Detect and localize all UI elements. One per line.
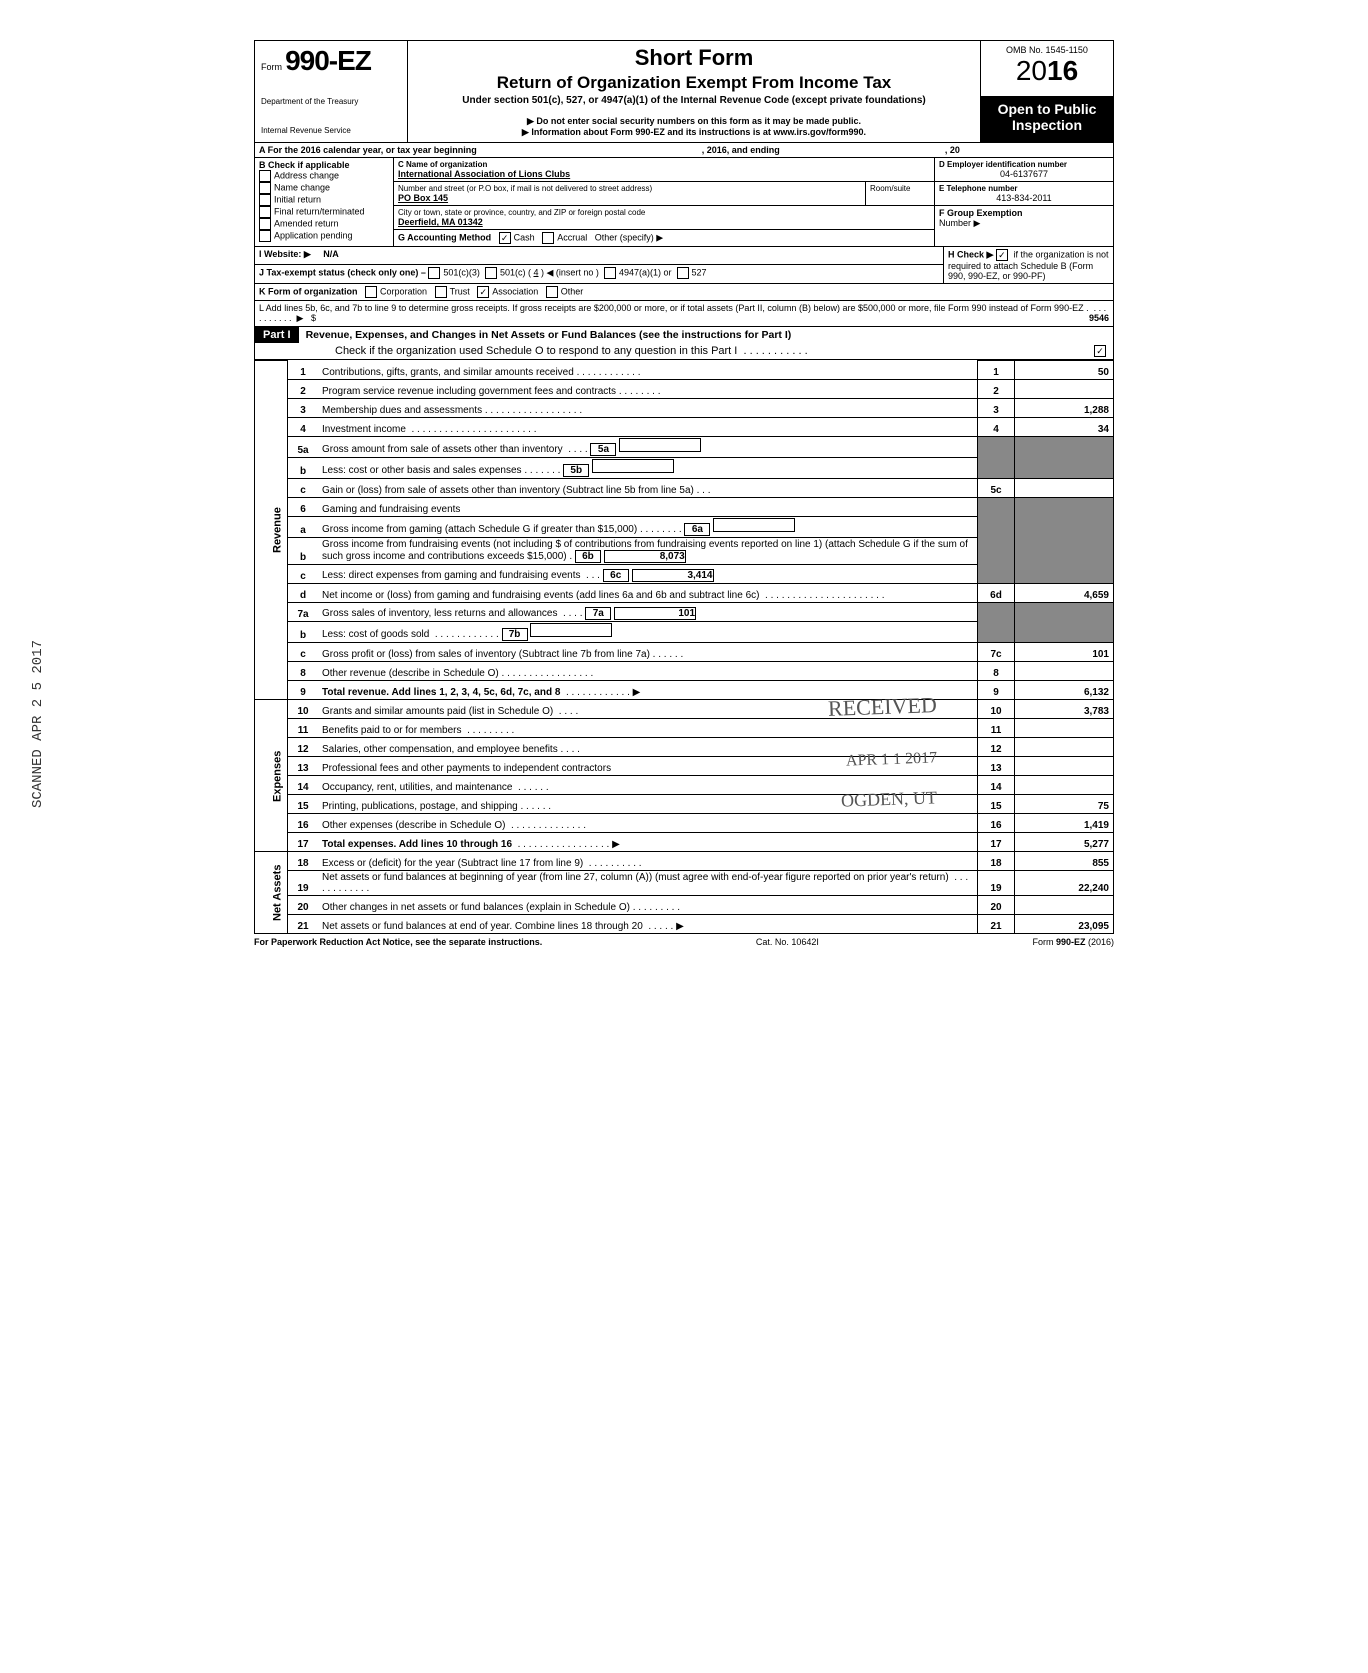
checkbox-501c3[interactable] — [428, 267, 440, 279]
checkbox-schedule-o[interactable]: ✓ — [1094, 345, 1106, 357]
return-title: Return of Organization Exempt From Incom… — [414, 73, 974, 93]
line-19-val: 22,240 — [1015, 871, 1114, 896]
line-20-val — [1015, 896, 1114, 915]
checkbox-schedule-b[interactable]: ✓ — [996, 249, 1008, 261]
website: N/A — [323, 249, 339, 259]
checkbox-address-change[interactable] — [259, 170, 271, 182]
line-7a-val: 101 — [614, 607, 696, 620]
section-j: J Tax-exempt status (check only one) – 5… — [255, 264, 944, 283]
line-6b-val: 8,073 — [604, 550, 686, 563]
open-public-2: Inspection — [987, 117, 1107, 134]
section-c-addr: Number and street (or P.O box, if mail i… — [394, 182, 866, 206]
line-18-val: 855 — [1015, 852, 1114, 871]
line-l-value: 9546 — [1089, 313, 1109, 323]
checkbox-final-return[interactable] — [259, 206, 271, 218]
checkbox-assoc[interactable]: ✓ — [477, 286, 489, 298]
checkbox-trust[interactable] — [435, 286, 447, 298]
checkbox-527[interactable] — [677, 267, 689, 279]
instr-2: ▶ Information about Form 990-EZ and its … — [414, 127, 974, 138]
section-c-name: C Name of organization International Ass… — [394, 158, 935, 182]
section-h: H Check ▶ ✓ if the organization is not r… — [944, 247, 1114, 284]
line-13-val — [1015, 757, 1114, 776]
room-suite: Room/suite — [866, 182, 935, 206]
dept-treasury: Department of the Treasury — [261, 97, 401, 106]
stamp-scanned: SCANNED APR 2 5 2017 — [30, 640, 46, 808]
footer-right: Form 990-EZ (2016) — [1032, 937, 1114, 947]
address: PO Box 145 — [398, 193, 861, 203]
section-k: K Form of organization Corporation Trust… — [255, 284, 1114, 301]
info-grid: B Check if applicable Address change Nam… — [254, 158, 1114, 247]
line-3-val: 1,288 — [1015, 399, 1114, 418]
title-cell: Short Form Return of Organization Exempt… — [408, 41, 981, 143]
checkbox-501c[interactable] — [485, 267, 497, 279]
netassets-label: Net Assets — [255, 852, 288, 934]
line-8-val — [1015, 662, 1114, 681]
section-i: I Website: ▶ N/A — [255, 247, 944, 264]
checkbox-initial-return[interactable] — [259, 194, 271, 206]
form-header: Form 990-EZ Department of the Treasury I… — [254, 40, 1114, 143]
revenue-label: Revenue — [255, 361, 288, 700]
ein: 04-6137677 — [939, 169, 1109, 179]
checkbox-amended[interactable] — [259, 218, 271, 230]
checkbox-cash[interactable]: ✓ — [499, 232, 511, 244]
line-5c-val — [1015, 479, 1114, 498]
line-15-val: 75 — [1015, 795, 1114, 814]
part1-row: Part I Revenue, Expenses, and Changes in… — [254, 327, 1114, 360]
org-name: International Association of Lions Clubs — [398, 169, 930, 179]
omb-cell: OMB No. 1545-1150 2016 — [981, 41, 1114, 97]
line-10-val: 3,783 — [1015, 700, 1114, 719]
line-6d-val: 4,659 — [1015, 584, 1114, 603]
section-f: F Group Exemption Number ▶ — [935, 206, 1114, 247]
line-9-val: 6,132 — [1015, 681, 1114, 700]
section-d: D Employer identification number 04-6137… — [935, 158, 1114, 182]
ijkh-grid: I Website: ▶ N/A H Check ▶ ✓ if the orga… — [254, 247, 1114, 327]
part1-label: Part I — [255, 327, 299, 343]
form-number: 990-EZ — [285, 45, 371, 76]
footer: For Paperwork Reduction Act Notice, see … — [254, 934, 1114, 950]
line-17-val: 5,277 — [1015, 833, 1114, 852]
checkbox-name-change[interactable] — [259, 182, 271, 194]
section-l: L Add lines 5b, 6c, and 7b to line 9 to … — [255, 301, 1114, 327]
section-a: A For the 2016 calendar year, or tax yea… — [254, 143, 1114, 158]
line-14-val — [1015, 776, 1114, 795]
line-2-val — [1015, 380, 1114, 399]
form-number-cell: Form 990-EZ Department of the Treasury I… — [255, 41, 408, 143]
section-g: G Accounting Method ✓Cash Accrual Other … — [394, 230, 935, 247]
part1-title: Revenue, Expenses, and Changes in Net As… — [302, 327, 796, 343]
section-c-city: City or town, state or province, country… — [394, 206, 935, 230]
footer-center: Cat. No. 10642I — [756, 937, 819, 947]
form-990ez-container: Form 990-EZ Department of the Treasury I… — [254, 40, 1114, 950]
checkbox-4947[interactable] — [604, 267, 616, 279]
dept-irs: Internal Revenue Service — [261, 126, 401, 135]
line-4-val: 34 — [1015, 418, 1114, 437]
open-public-cell: Open to Public Inspection — [981, 96, 1114, 142]
tax-year: 2016 — [987, 55, 1107, 87]
checkbox-accrual[interactable] — [542, 232, 554, 244]
line-6c-val: 3,414 — [632, 569, 714, 582]
line-12-val — [1015, 738, 1114, 757]
line-16-val: 1,419 — [1015, 814, 1114, 833]
lines-table: Revenue 1 Contributions, gifts, grants, … — [254, 360, 1114, 934]
expenses-label: Expenses — [255, 700, 288, 852]
subtitle: Under section 501(c), 527, or 4947(a)(1)… — [414, 95, 974, 106]
section-e: E Telephone number 413-834-2011 — [935, 182, 1114, 206]
checkbox-pending[interactable] — [259, 230, 271, 242]
open-public-1: Open to Public — [987, 101, 1107, 118]
line-11-val — [1015, 719, 1114, 738]
city: Deerfield, MA 01342 — [398, 217, 930, 227]
short-form-title: Short Form — [414, 45, 974, 71]
instr-1: ▶ Do not enter social security numbers o… — [414, 116, 974, 127]
section-b: B Check if applicable Address change Nam… — [255, 158, 394, 247]
line-7c-val: 101 — [1015, 643, 1114, 662]
footer-left: For Paperwork Reduction Act Notice, see … — [254, 937, 542, 947]
checkbox-corp[interactable] — [365, 286, 377, 298]
checkbox-other[interactable] — [546, 286, 558, 298]
omb-number: OMB No. 1545-1150 — [987, 45, 1107, 55]
line-1-val: 50 — [1015, 361, 1114, 380]
line-21-val: 23,095 — [1015, 915, 1114, 934]
form-label: Form — [261, 62, 282, 72]
phone: 413-834-2011 — [939, 193, 1109, 203]
